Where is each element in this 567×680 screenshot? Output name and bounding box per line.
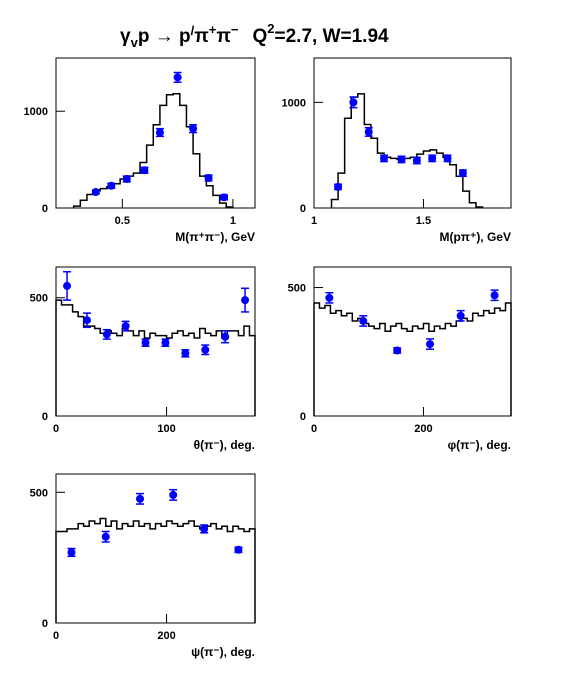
x-axis-label: M(π⁺π⁻), GeV	[175, 230, 255, 244]
x-axis-label: ψ(π⁻), deg.	[191, 645, 255, 659]
data-point	[241, 296, 250, 305]
data-point	[426, 340, 435, 349]
data-point	[101, 532, 110, 541]
chart-panel-4: 0 500 0 200 φ(π⁻), deg.	[288, 266, 512, 452]
chart-panel-1: 0 1000 0.5 1 M(π⁺π⁻), GeV	[24, 57, 256, 244]
data-point	[201, 345, 210, 354]
y-tick-label: 0	[42, 203, 48, 215]
figure-title: γvp → p/π+π− Q2=2.7, W=1.94	[120, 21, 389, 50]
x-axis-label: φ(π⁻), deg.	[448, 438, 511, 452]
data-point	[169, 490, 178, 499]
data-point	[121, 322, 130, 331]
histogram-series	[55, 517, 256, 623]
x-tick-label: 0	[53, 423, 59, 435]
data-point	[220, 193, 229, 202]
x-axis-label: θ(π⁻), deg.	[194, 438, 255, 452]
x-tick-label: 0	[53, 630, 59, 642]
data-point	[136, 494, 145, 503]
histogram-series	[55, 299, 256, 416]
data-point	[349, 98, 358, 107]
data-point	[234, 545, 243, 554]
histogram-series	[313, 302, 512, 416]
data-point	[490, 291, 499, 300]
chart-panel-5: 0 500 0 200 ψ(π⁻), deg.	[30, 473, 256, 659]
x-tick-label: 1.5	[416, 215, 431, 227]
y-tick-label: 500	[30, 293, 48, 305]
data-point	[359, 316, 368, 325]
data-point	[102, 330, 111, 339]
data-point	[63, 281, 72, 290]
y-tick-label: 1000	[24, 106, 48, 118]
plot-frame	[313, 57, 512, 209]
y-tick-label: 0	[300, 411, 306, 423]
data-point	[325, 293, 334, 302]
plot-frame	[313, 266, 512, 417]
data-point	[458, 169, 467, 178]
data-point	[141, 338, 150, 347]
plot-frame	[55, 473, 256, 624]
data-point	[122, 174, 131, 183]
y-tick-label: 0	[300, 203, 306, 215]
plot-frame	[55, 57, 256, 209]
x-tick-label: 1	[311, 215, 317, 227]
data-point	[397, 155, 406, 164]
data-point	[67, 548, 76, 557]
y-tick-label: 0	[42, 411, 48, 423]
data-point	[82, 316, 91, 325]
data-point	[173, 73, 182, 82]
data-point	[189, 124, 198, 133]
x-axis-label: M(pπ⁺), GeV	[439, 230, 511, 244]
data-point	[221, 332, 230, 341]
data-point	[200, 524, 209, 533]
data-point	[393, 346, 402, 355]
x-tick-label: 1	[230, 215, 236, 227]
y-tick-label: 0	[42, 618, 48, 630]
x-tick-label: 0	[311, 423, 317, 435]
data-point	[364, 127, 373, 136]
data-point	[204, 174, 213, 182]
chart-panel-2: 0 1000 1 1.5 M(pπ⁺), GeV	[282, 57, 512, 244]
histogram-series	[330, 93, 484, 208]
y-tick-label: 1000	[282, 97, 306, 109]
x-tick-label: 200	[414, 423, 432, 435]
data-point	[181, 349, 190, 358]
data-point	[140, 166, 149, 175]
x-tick-label: 0.5	[115, 215, 130, 227]
y-tick-label: 500	[30, 487, 48, 499]
data-point	[443, 154, 452, 163]
chart-panel-3: 0 500 0 100 θ(π⁻), deg.	[30, 266, 256, 452]
data-point	[412, 156, 421, 165]
histogram-series	[72, 93, 234, 208]
data-point	[334, 182, 343, 191]
x-tick-label: 100	[157, 423, 175, 435]
x-tick-label: 200	[157, 630, 175, 642]
data-point	[107, 181, 116, 190]
data-point	[155, 128, 164, 137]
data-point	[161, 338, 170, 347]
data-point	[428, 154, 437, 163]
data-point	[91, 188, 100, 197]
y-tick-label: 500	[288, 283, 306, 295]
data-point	[456, 311, 465, 320]
data-point	[380, 154, 389, 163]
